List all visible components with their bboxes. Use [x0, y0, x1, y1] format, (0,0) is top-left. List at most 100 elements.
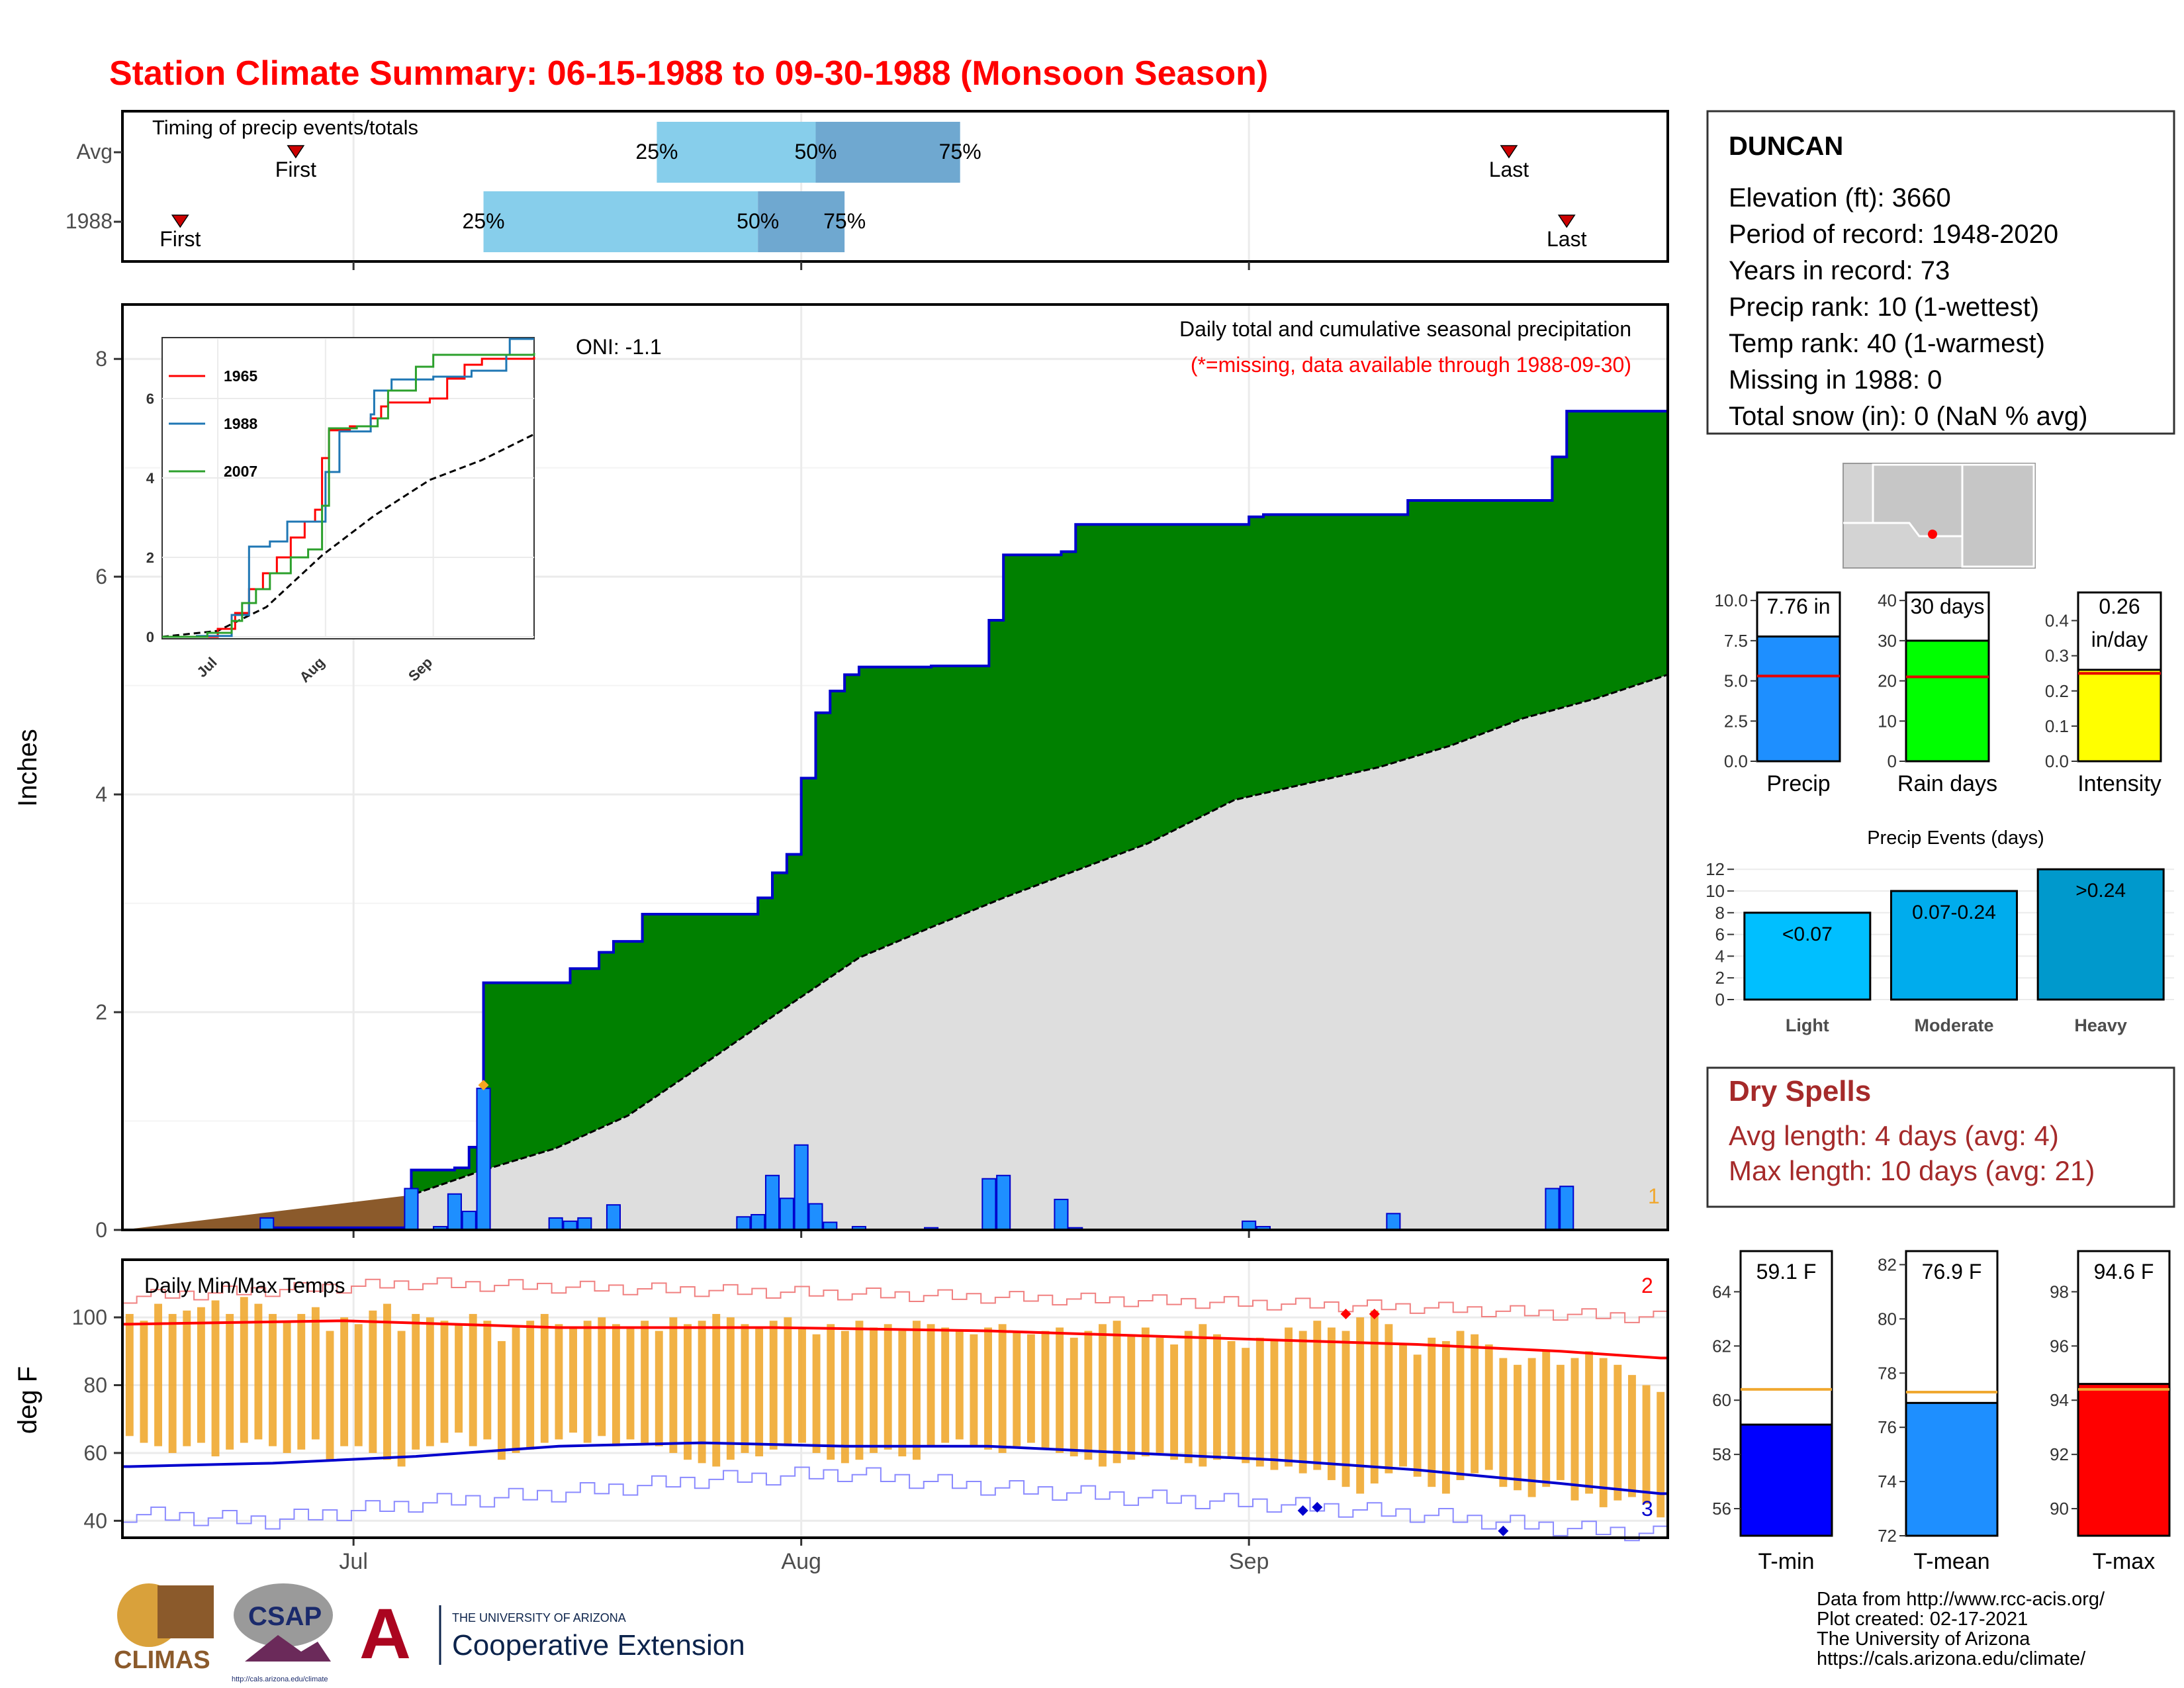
- timing-title: Timing of precip events/totals: [152, 116, 418, 139]
- daily-temp-range-bar: [1471, 1334, 1479, 1474]
- daily-temp-range-bar: [125, 1313, 134, 1436]
- inset-frame: [161, 337, 535, 639]
- summary-y-tick-label: 74: [1878, 1472, 1897, 1491]
- temp-corner-top: 2: [1641, 1274, 1653, 1297]
- daily-temp-range-bar: [598, 1317, 606, 1436]
- daily-precip-bar: [751, 1213, 766, 1231]
- daily-temp-range-bar: [612, 1324, 620, 1446]
- precip-y-tick-label: 2: [95, 1000, 107, 1024]
- timing-last-marker-icon: [1500, 145, 1518, 159]
- daily-temp-range-bar: [1441, 1340, 1450, 1494]
- events-bar: [1890, 890, 2018, 1001]
- daily-precip-bar: [1054, 1198, 1069, 1231]
- summary-y-tick-label: 60: [1712, 1390, 1731, 1410]
- temp-title: Daily Min/Max Temps: [144, 1274, 345, 1297]
- daily-temp-range-bar: [297, 1313, 306, 1450]
- timing-row-label: 1988: [66, 209, 113, 233]
- daily-temp-range-bar: [984, 1327, 992, 1450]
- location-map: [1843, 463, 2036, 569]
- daily-temp-range-bar: [369, 1310, 377, 1453]
- month-label: Jul: [339, 1549, 367, 1574]
- daily-temp-range-bar: [555, 1324, 563, 1440]
- cumulative-precip-line: [122, 410, 1668, 1231]
- daily-precip-bar: [764, 1174, 780, 1231]
- daily-temp-range-bar: [440, 1321, 449, 1443]
- station-info-box: DUNCAN Elevation (ft): 3660 Period of re…: [1706, 110, 2175, 435]
- month-label: Aug: [781, 1549, 821, 1574]
- temp-y-tick-label: 100: [72, 1305, 107, 1329]
- daily-temp-range-bar: [1013, 1331, 1021, 1446]
- summary-bar-value-text: 94.6 F: [2094, 1260, 2154, 1284]
- daily-temp-range-bar: [540, 1313, 549, 1443]
- daily-temp-range-bar: [497, 1340, 506, 1460]
- summary-y-tick-label: 98: [2050, 1282, 2069, 1301]
- csap-logo: CSAP http://cals.arizona.edu/climate: [232, 1583, 333, 1683]
- daily-temp-range-bar: [941, 1327, 950, 1443]
- daily-temp-range-bar: [855, 1321, 864, 1460]
- summary-bar-label: T-max: [2093, 1549, 2155, 1574]
- daily-temp-range-bar: [383, 1303, 391, 1460]
- climas-earth-mark: [158, 1585, 214, 1638]
- daily-temp-range-bar: [1628, 1375, 1636, 1497]
- daily-temp-range-bar: [641, 1321, 649, 1443]
- daily-temp-range-bar: [741, 1324, 749, 1453]
- daily-temp-range-bar: [1270, 1340, 1279, 1470]
- daily-precip-bar: [577, 1217, 592, 1231]
- summary-y-tick-label: 7.5: [1724, 631, 1748, 651]
- daily-temp-range-bar: [655, 1331, 663, 1446]
- daily-precip-bar: [1386, 1213, 1401, 1231]
- temp-y-tick-label: 80: [83, 1374, 107, 1397]
- daily-temp-range-bar: [1113, 1321, 1121, 1464]
- events-bar: [1743, 912, 1872, 1001]
- university-arizona-logo: A THE UNIVERSITY OF ARIZONA Cooperative …: [359, 1593, 745, 1673]
- daily-precip-bar: [259, 1217, 275, 1231]
- daily-temp-range-bar: [1456, 1331, 1465, 1480]
- timing-p75-label: 75%: [939, 140, 981, 164]
- daily-temp-range-bar: [669, 1317, 678, 1453]
- daily-temp-range-bar: [483, 1321, 492, 1440]
- daily-temp-range-bar: [426, 1317, 434, 1446]
- daily-temp-range-bar: [726, 1317, 735, 1460]
- record-high-marker-icon: [1340, 1308, 1351, 1319]
- daily-precip-bar: [404, 1188, 419, 1231]
- daily-temp-range-bar: [912, 1321, 921, 1460]
- record-min-line: [122, 1466, 1668, 1542]
- inset-y-tick-label: 6: [146, 391, 154, 407]
- summary-bar-value-text: 76.9 F: [1922, 1260, 1982, 1284]
- summary-y-tick-label: 58: [1712, 1444, 1731, 1464]
- summary-y-tick-label: 20: [1878, 671, 1897, 691]
- daily-temp-range-bar: [755, 1327, 764, 1457]
- daily-temp-range-bar: [698, 1321, 706, 1464]
- summary-bar-value: [2077, 669, 2162, 763]
- timing-p50-label: 50%: [737, 209, 779, 233]
- daily-temp-range-bar: [1428, 1337, 1436, 1487]
- climas-text: CLIMAS: [114, 1646, 210, 1674]
- daily-temp-range-bar: [1141, 1327, 1150, 1457]
- timing-p50-label: 50%: [794, 140, 837, 164]
- summary-bar-value-text: 7.76 in: [1766, 594, 1830, 618]
- daily-temp-range-bar: [1413, 1354, 1422, 1477]
- daily-temp-range-bar: [798, 1327, 806, 1443]
- summary-y-tick-label: 0.0: [2045, 751, 2069, 771]
- daily-temp-range-bar: [269, 1313, 277, 1446]
- daily-temp-range-bar: [354, 1324, 363, 1446]
- precip-y-axis: 0 2 4 6 8: [95, 347, 1250, 1242]
- daily-temp-range-bar: [1499, 1358, 1508, 1487]
- daily-temp-range-bar: [884, 1324, 892, 1450]
- precip-corner-label: 1: [1648, 1184, 1660, 1208]
- timing-50-75-bar: [758, 191, 845, 252]
- daily-temp-range-bar: [1170, 1344, 1179, 1460]
- daily-precip-bar: [1559, 1186, 1574, 1231]
- daily-temp-range-bar: [397, 1331, 406, 1467]
- timing-rows: Avg 25% 50% 75% First Last 1988 25% 50% 75% First L…: [66, 122, 1587, 252]
- credit-url: https://cals.arizona.edu/climate/: [1817, 1648, 2086, 1669]
- daily-temp-range-bar: [1570, 1358, 1579, 1501]
- daily-temp-range-bar: [1657, 1391, 1665, 1518]
- daily-temp-range-bar: [1370, 1310, 1379, 1484]
- record-low-marker-icon: [1312, 1501, 1323, 1513]
- events-bar-label: >0.24: [2075, 880, 2126, 902]
- dry-spells-title: Dry Spells: [1729, 1075, 1871, 1107]
- daily-max-marker-icon: [478, 1080, 489, 1091]
- station-temp-rank: Temp rank: 40 (1-warmest): [1729, 329, 2045, 358]
